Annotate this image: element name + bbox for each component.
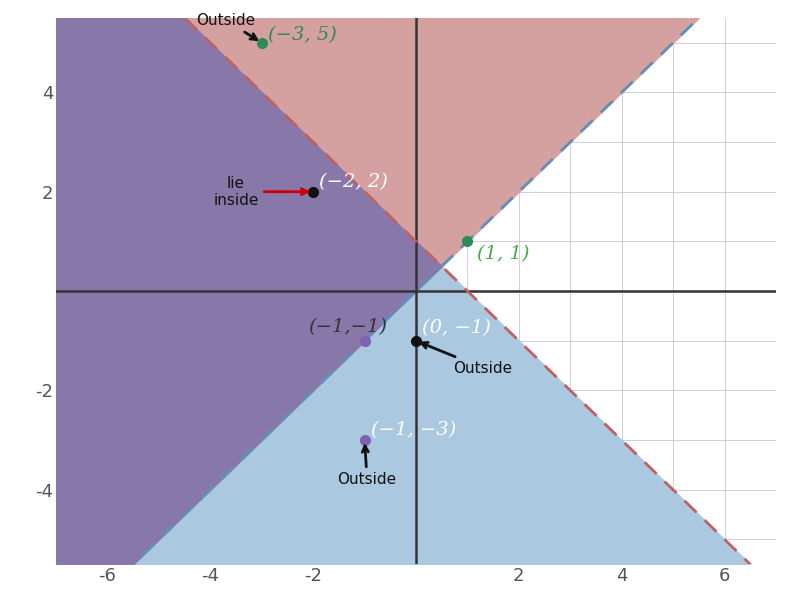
Text: Outside: Outside [422,343,513,375]
Text: (−1, −3): (−1, −3) [370,421,456,439]
Text: (−1,−1): (−1,−1) [308,318,387,336]
Text: lie
inside: lie inside [214,175,307,208]
Text: Outside: Outside [196,13,257,40]
Text: (−2, 2): (−2, 2) [319,173,388,191]
Text: (−3, 5): (−3, 5) [268,26,337,44]
Text: (1, 1): (1, 1) [477,245,529,263]
Text: Outside: Outside [338,446,397,487]
Text: (0, −1): (0, −1) [422,320,491,337]
